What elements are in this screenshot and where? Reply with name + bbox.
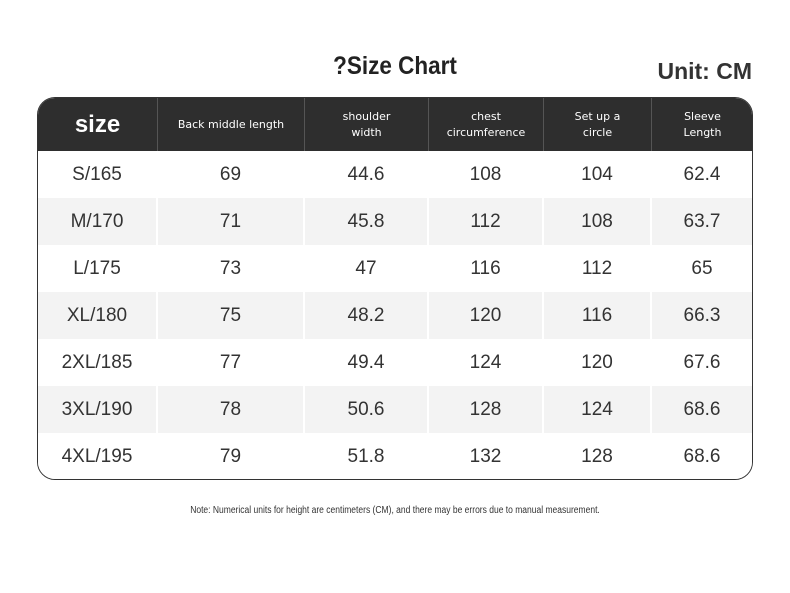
table-cell: 120 <box>429 292 544 339</box>
header-text: Set up a <box>574 109 621 123</box>
table-cell: 120 <box>544 339 652 386</box>
header-text: Sleeve <box>684 109 721 123</box>
header-text: chest <box>471 109 501 123</box>
table-cell: 45.8 <box>305 198 429 245</box>
table-cell: 47 <box>305 245 429 292</box>
table-cell: 2XL/185 <box>38 339 158 386</box>
header-text: size <box>74 110 121 138</box>
table-cell: 128 <box>544 433 652 479</box>
header-text: Length <box>683 125 722 139</box>
table-cell: 132 <box>429 433 544 479</box>
table-cell: 3XL/190 <box>38 386 158 433</box>
table-cell: 66.3 <box>652 292 752 339</box>
table-cell: 112 <box>429 198 544 245</box>
note: Note: Numerical units for height are cen… <box>190 505 600 516</box>
table-cell: 73 <box>158 245 305 292</box>
table-cell: 108 <box>544 198 652 245</box>
unit-label: Unit: CM <box>657 58 752 84</box>
header-text: width <box>351 125 382 139</box>
table-cell: 44.6 <box>305 151 429 198</box>
header-cell: chest circumference <box>429 98 544 151</box>
table-cell: 68.6 <box>652 433 752 479</box>
table-cell: 112 <box>544 245 652 292</box>
header-text: Back middle length <box>177 117 285 131</box>
table-cell: 63.7 <box>652 198 752 245</box>
table-cell: 104 <box>544 151 652 198</box>
table-cell: 48.2 <box>305 292 429 339</box>
header-text: circle <box>582 125 613 139</box>
table-cell: 75 <box>158 292 305 339</box>
table-cell: 116 <box>544 292 652 339</box>
table-cell: 49.4 <box>305 339 429 386</box>
header-text: shoulder <box>342 109 391 123</box>
header-cell: Set up a circle <box>544 98 652 151</box>
header-cell: size <box>38 98 158 151</box>
table-cell: S/165 <box>38 151 158 198</box>
table-cell: 124 <box>429 339 544 386</box>
table-cell: 78 <box>158 386 305 433</box>
table-cell: 124 <box>544 386 652 433</box>
table-cell: 79 <box>158 433 305 479</box>
table-cell: 67.6 <box>652 339 752 386</box>
table-cell: 116 <box>429 245 544 292</box>
table-cell: 71 <box>158 198 305 245</box>
size-table: size Back middle length shoulder width chest… <box>37 97 753 480</box>
header-cell: shoulder width <box>305 98 429 151</box>
table-cell: M/170 <box>38 198 158 245</box>
table-cell: 50.6 <box>305 386 429 433</box>
title: ?Size Chart <box>333 52 457 80</box>
table-cell: 69 <box>158 151 305 198</box>
table-cell: 62.4 <box>652 151 752 198</box>
table-cell: 65 <box>652 245 752 292</box>
table-cell: 4XL/195 <box>38 433 158 479</box>
table-cell: 51.8 <box>305 433 429 479</box>
header-text: circumference <box>446 125 526 139</box>
table-cell: 108 <box>429 151 544 198</box>
table-cell: 77 <box>158 339 305 386</box>
table-cell: 68.6 <box>652 386 752 433</box>
table-cell: 128 <box>429 386 544 433</box>
table-cell: L/175 <box>38 245 158 292</box>
header-cell: Sleeve Length <box>652 98 752 151</box>
header-cell: Back middle length <box>158 98 305 151</box>
table-cell: XL/180 <box>38 292 158 339</box>
